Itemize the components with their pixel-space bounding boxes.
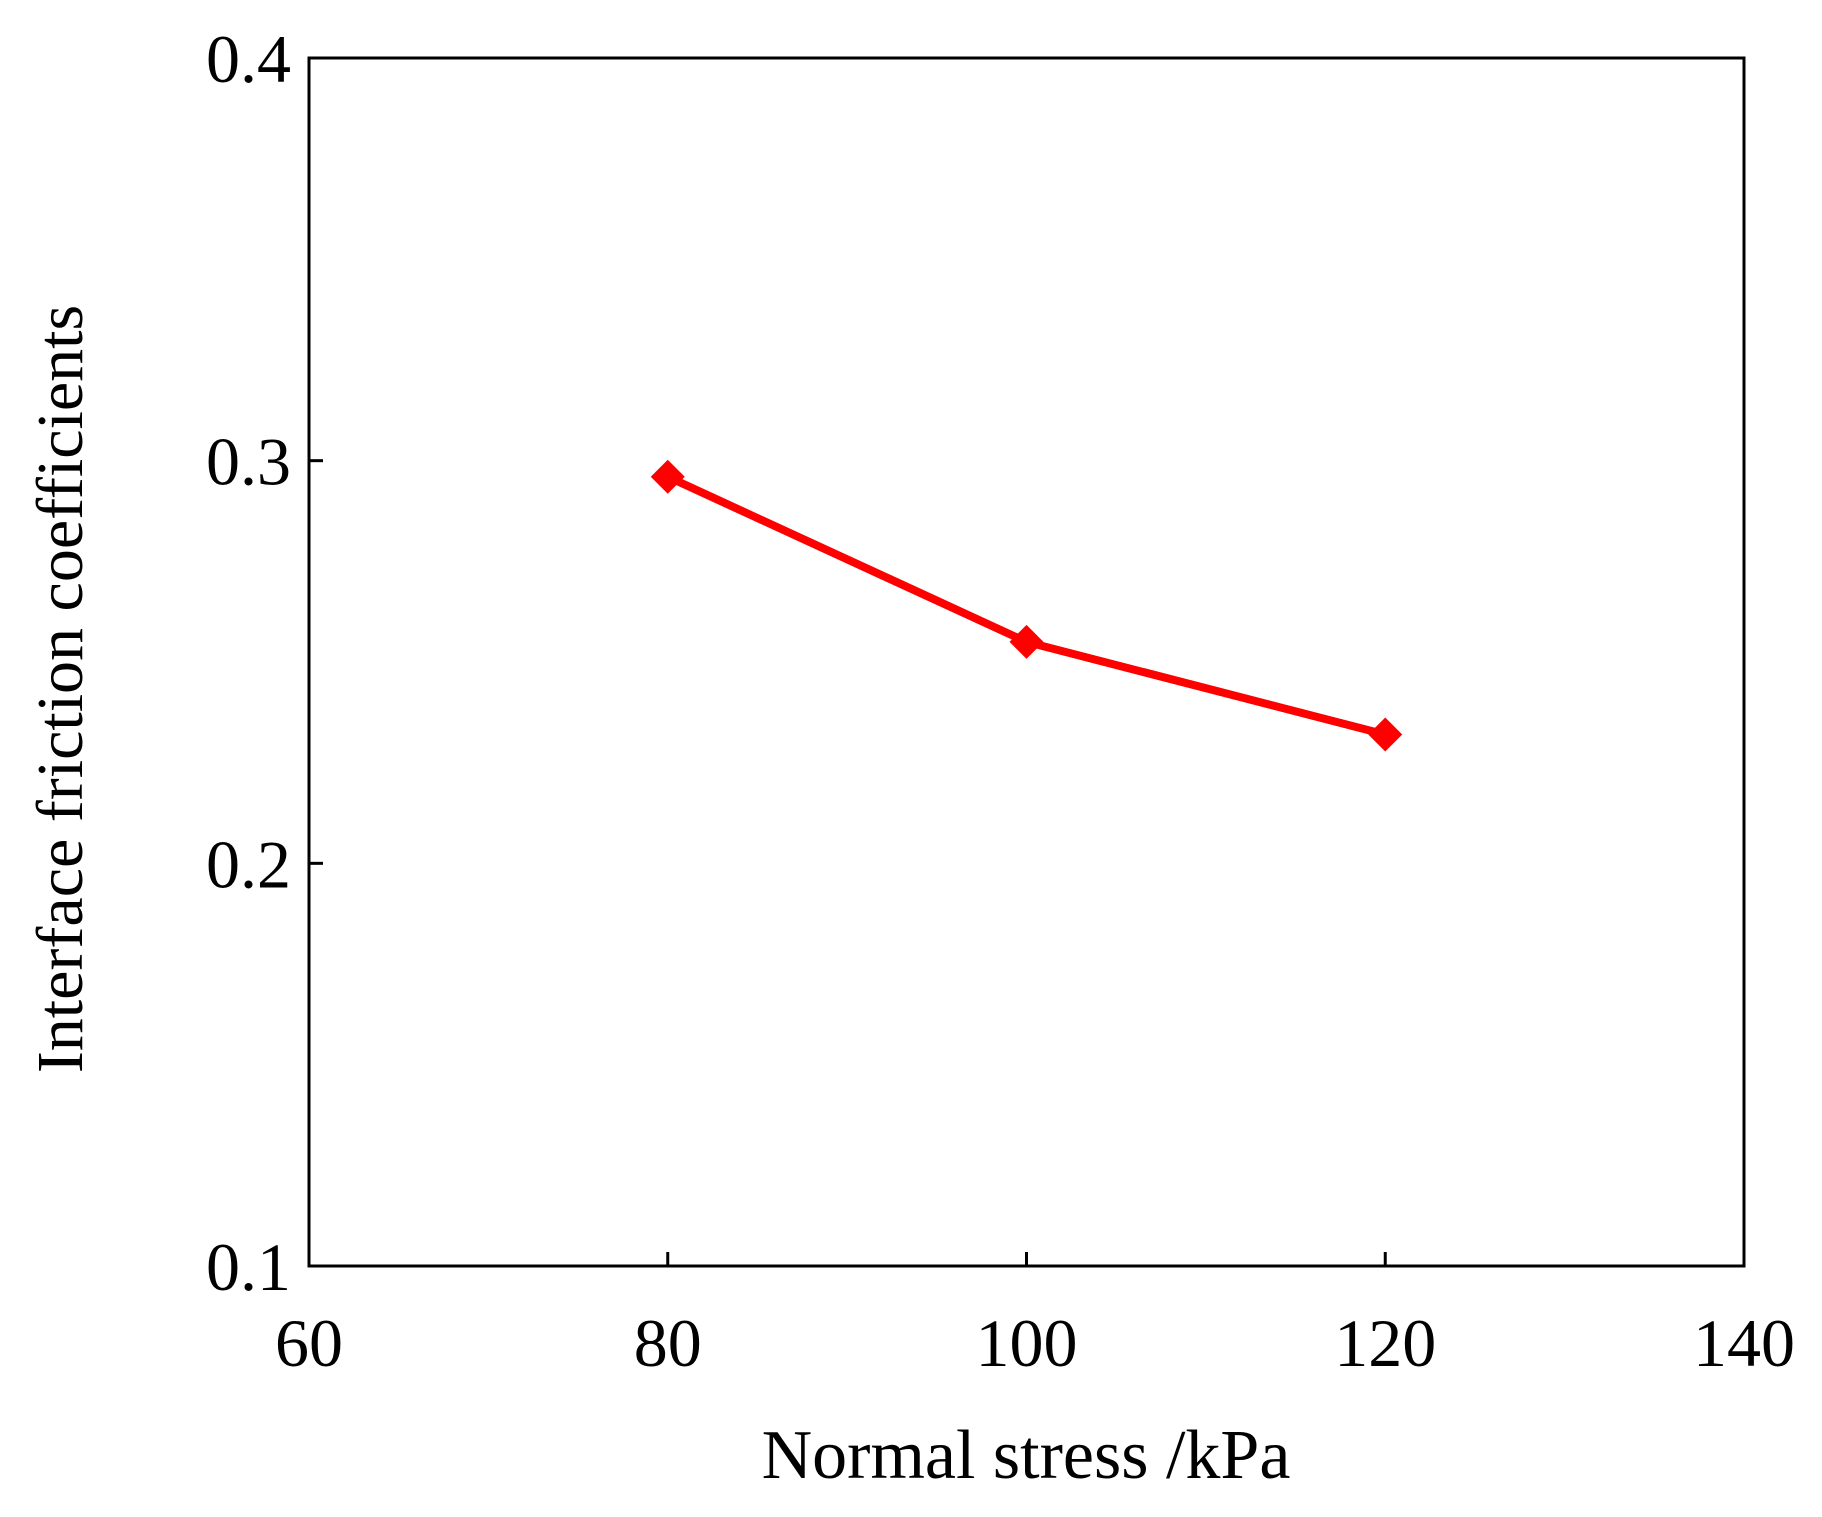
marker bbox=[650, 459, 685, 494]
x-tick-label: 80 bbox=[634, 1305, 702, 1381]
y-tick-label: 0.3 bbox=[206, 424, 291, 500]
plot-frame bbox=[307, 56, 1746, 1268]
x-axis-label: Normal stress /kPa bbox=[762, 1417, 1291, 1494]
x-tick-label: 140 bbox=[1693, 1305, 1795, 1381]
y-tick-label: 0.1 bbox=[206, 1229, 291, 1305]
y-tick-label: 0.2 bbox=[206, 826, 291, 902]
x-tick-label: 60 bbox=[275, 1305, 343, 1381]
data-line bbox=[666, 473, 1387, 739]
x-tick-label: 120 bbox=[1334, 1305, 1436, 1381]
y-axis-label: Interface friction coefficients bbox=[24, 305, 97, 1073]
marker bbox=[1368, 717, 1403, 752]
marker bbox=[1009, 624, 1044, 659]
y-tick-label: 0.4 bbox=[206, 21, 291, 97]
x-tick-label: 100 bbox=[976, 1305, 1078, 1381]
